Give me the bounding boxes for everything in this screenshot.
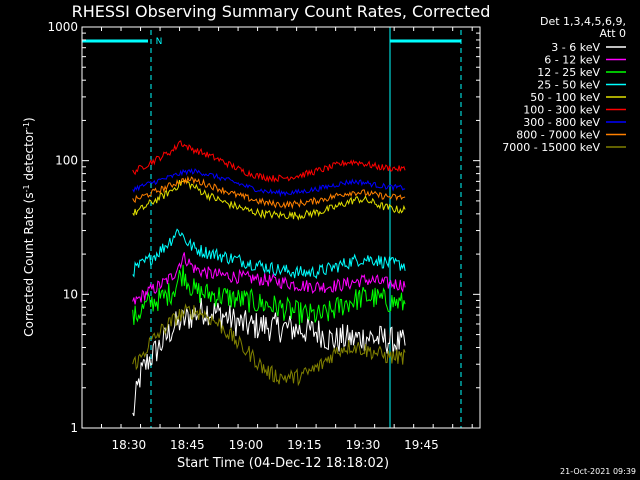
x-axis-label: Start Time (04-Dec-12 18:18:02) [177, 456, 389, 471]
y-axis-label-prefix: Corrected Count Rate (s [22, 192, 36, 336]
x-tick-label: 18:45 [170, 438, 205, 452]
night-markers: N [81, 27, 462, 428]
series-line-3-6-kev [132, 297, 406, 417]
x-tick-label: 19:45 [404, 438, 439, 452]
y-axis-label-suffix: ) [22, 117, 36, 122]
legend-label: 3 - 6 keV [551, 41, 600, 54]
x-tick-label: 19:15 [287, 438, 322, 452]
y-axis-label: Corrected Count Rate (s-1 detector-1) [22, 117, 37, 336]
series-line-800-7000-kev [132, 175, 406, 210]
y-tick-label: 1000 [47, 20, 78, 34]
y-axis-label-sup2: -1 [22, 122, 31, 130]
legend-label: 25 - 50 keV [537, 79, 600, 92]
y-axis-label-mid: detector [22, 130, 36, 185]
x-tick-label: 19:00 [229, 438, 264, 452]
series-line-300-800-kev [132, 168, 406, 198]
legend-label: 50 - 100 keV [530, 91, 600, 104]
x-tick-label: 19:30 [346, 438, 381, 452]
night-marker-label: N [156, 37, 163, 47]
legend-label: 6 - 12 keV [544, 54, 600, 67]
series-line-7000-15000-kev [132, 303, 406, 387]
plot-frame [81, 26, 481, 429]
x-axis: 18:30 18:45 19:00 19:15 19:30 19:45 [81, 27, 473, 452]
series-layer [132, 140, 406, 417]
y-tick-label: 1 [70, 421, 78, 435]
series-line-25-50-kev [132, 228, 406, 280]
chart-title: RHESSI Observing Summary Count Rates, Co… [72, 2, 491, 21]
legend-header-line1: Det 1,3,4,5,6,9, [540, 15, 626, 28]
x-tick-label: 18:30 [112, 438, 147, 452]
legend-label: 100 - 300 keV [523, 104, 600, 117]
series-line-12-25-kev [132, 264, 406, 325]
legend-label: 300 - 800 keV [523, 116, 600, 129]
y-tick-label: 10 [63, 287, 78, 301]
legend-label: 800 - 7000 keV [516, 129, 600, 142]
y-axis: 1 10 100 1000 [47, 20, 480, 435]
series-line-100-300-kev [132, 140, 406, 183]
series-line-50-100-kev [132, 179, 406, 221]
y-tick-label: 100 [55, 154, 78, 168]
y-axis-label-sup1: -1 [22, 184, 31, 192]
series-line-6-12-kev [132, 252, 406, 305]
legend-header-line2: Att 0 [600, 27, 626, 40]
legend-label: 12 - 25 keV [537, 66, 600, 79]
footer-date: 21-Oct-2021 09:39 [560, 467, 636, 476]
legend-label: 7000 - 15000 keV [502, 141, 600, 154]
